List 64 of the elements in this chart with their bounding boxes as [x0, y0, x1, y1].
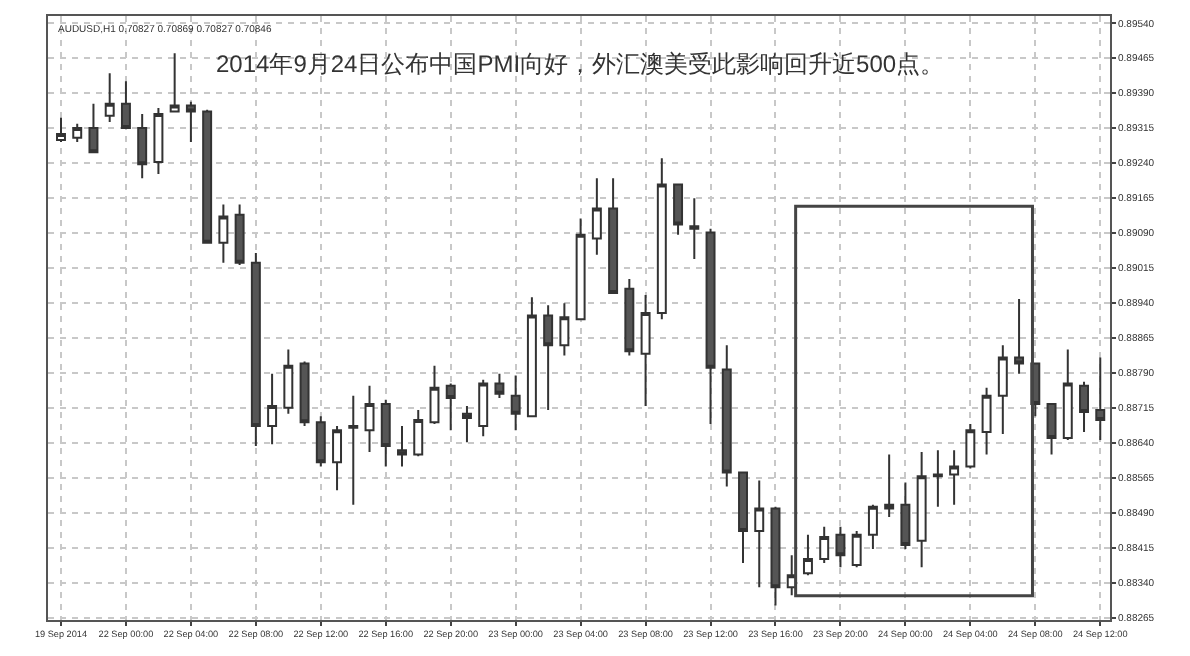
candlestick: [591, 177, 602, 256]
candlestick: [153, 106, 164, 176]
candlestick: [851, 529, 862, 569]
candlestick: [835, 525, 846, 569]
annotation: 2014年9月24日公布中国PMI向好，外汇澳美受此影响回升近500点。: [216, 50, 945, 78]
candlestick: [185, 100, 196, 143]
candlestick: [218, 203, 229, 264]
candlestick: [380, 398, 391, 468]
candlestick: [949, 449, 960, 506]
candlestick: [397, 424, 407, 468]
candlestick: [364, 384, 375, 454]
candlestick: [1046, 403, 1057, 456]
candlestick: [916, 451, 927, 569]
candlestick: [510, 374, 521, 432]
candlestick: [770, 505, 781, 607]
candlestick: [689, 197, 700, 260]
candlestick: [250, 251, 261, 448]
candlestick: [1062, 348, 1073, 441]
candlestick: [884, 453, 895, 518]
candlestick: [429, 364, 440, 426]
candlestick: [413, 409, 424, 458]
candlestick: [738, 471, 748, 565]
candlestick: [267, 372, 278, 446]
candlestick: [981, 386, 992, 456]
candlestick: [1014, 298, 1025, 375]
candlestick: [802, 533, 813, 577]
candlestick: [867, 503, 878, 551]
candlestick: [656, 157, 667, 321]
candlestick: [819, 525, 830, 565]
candlestick: [202, 108, 213, 244]
candlestick: [494, 372, 505, 399]
candlestick: [673, 183, 684, 236]
candlestick: [640, 293, 651, 407]
candlestick: [283, 348, 294, 415]
candlestick: [478, 378, 489, 438]
candlestick: [965, 423, 976, 470]
candlestick: [234, 203, 245, 267]
candlestick: [315, 415, 326, 468]
candlestick: [88, 102, 99, 154]
candlestick: [104, 72, 115, 123]
candlestick: [56, 116, 66, 143]
candlestick: [900, 481, 911, 551]
candlestick: [705, 227, 716, 426]
candlestick: [169, 52, 180, 113]
candlestick: [332, 424, 343, 492]
candlestick: [526, 296, 537, 418]
candlestick: [997, 344, 1008, 435]
candlestick: [559, 302, 570, 357]
candlestick: [445, 382, 456, 432]
candlestick: [72, 122, 83, 143]
candlestick: [608, 177, 619, 295]
candlestick: [299, 360, 310, 427]
candlestick: [348, 394, 359, 506]
candlestick: [543, 304, 554, 412]
candlestick: [120, 80, 131, 129]
candlestick: [624, 278, 635, 357]
candlestick: [1095, 356, 1106, 441]
candlestick: [721, 344, 732, 488]
candlestick: [137, 112, 148, 180]
candlestick: [575, 217, 586, 321]
candlestick: [461, 404, 472, 444]
candlestick: [754, 479, 765, 589]
candlestick: [932, 449, 943, 508]
candlestick: [1079, 380, 1089, 434]
